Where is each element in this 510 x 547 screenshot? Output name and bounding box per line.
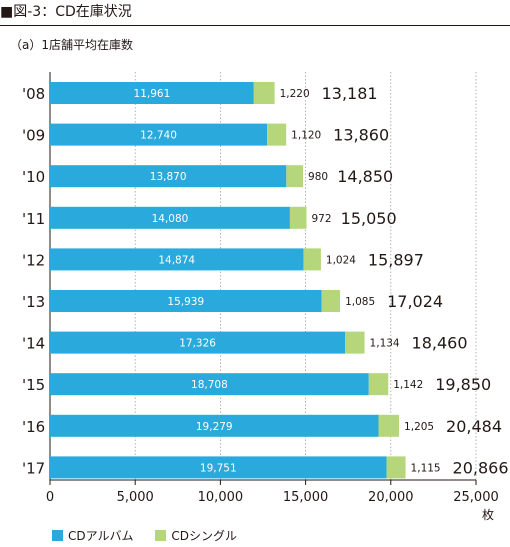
total-value-label: 13,860: [333, 126, 389, 145]
total-value-label: 14,850: [337, 167, 393, 186]
legend-label-album: CDアルバム: [68, 529, 134, 543]
bar-cd-album: [50, 290, 322, 312]
single-value-label: 1,205: [404, 421, 434, 433]
single-value-label: 972: [311, 213, 331, 225]
y-tick-label: '13: [22, 293, 45, 311]
single-value-label: 1,024: [326, 254, 356, 266]
bar-cd-single: [386, 456, 406, 479]
bar-cd-album: [50, 373, 369, 396]
album-value-label: 15,939: [167, 296, 204, 308]
album-value-label: 19,279: [196, 421, 233, 433]
y-tick-label: '11: [22, 210, 45, 228]
bar-cd-single: [321, 290, 341, 312]
bar-cd-single: [253, 82, 275, 104]
total-value-label: 18,460: [412, 334, 468, 353]
total-value-label: 19,850: [435, 375, 491, 394]
bar-cd-album: [50, 165, 287, 188]
bar-cd-album: [50, 331, 346, 354]
bar-cd-album: [50, 123, 268, 146]
album-value-label: 17,326: [179, 338, 216, 350]
album-value-label: 13,870: [150, 171, 187, 183]
bar-cd-single: [303, 248, 321, 271]
album-value-label: 12,740: [140, 130, 177, 142]
bar-cd-single: [289, 206, 307, 229]
title-marker: ■: [0, 4, 14, 20]
y-tick-label: '16: [22, 418, 45, 436]
chart-legend: CDアルバム CDシングル: [52, 527, 255, 544]
single-value-label: 1,085: [345, 296, 375, 308]
single-value-label: 980: [308, 171, 328, 183]
x-unit-label: 枚: [482, 507, 494, 522]
x-tick-label: 15,000: [283, 490, 329, 505]
total-value-label: 13,181: [322, 84, 378, 103]
bar-cd-album: [50, 206, 290, 229]
x-tick-label: 20,000: [368, 490, 414, 505]
bar-cd-single: [286, 165, 304, 188]
bar-cd-album: [50, 456, 387, 479]
single-value-label: 1,142: [393, 379, 423, 391]
total-value-label: 15,897: [368, 250, 424, 269]
bar-cd-single: [368, 373, 389, 396]
chart-subtitle: （a）1店舗平均在庫数: [10, 38, 133, 52]
x-tick-label: 25,000: [453, 490, 499, 505]
figure-title: ■図-3：CD在庫状況: [0, 1, 132, 21]
legend-swatch-single: [155, 530, 167, 541]
bar-cd-album: [50, 82, 254, 104]
x-tick-label: 10,000: [198, 490, 244, 505]
single-value-label: 1,115: [411, 462, 441, 474]
total-value-label: 20,484: [446, 417, 502, 436]
album-value-label: 14,080: [152, 213, 189, 225]
header-rule: [0, 25, 510, 26]
single-value-label: 1,220: [280, 88, 310, 100]
bar-cd-single: [378, 414, 400, 437]
y-tick-label: '15: [22, 376, 45, 394]
single-value-label: 1,120: [291, 130, 321, 142]
y-tick-label: '14: [22, 335, 45, 353]
album-value-label: 11,961: [134, 88, 171, 100]
single-value-label: 1,134: [370, 338, 400, 350]
y-tick-label: '08: [22, 85, 45, 103]
figure-header: ■図-3：CD在庫状況: [0, 0, 510, 27]
x-tick-label: 0: [46, 490, 54, 505]
album-value-label: 19,751: [200, 462, 237, 474]
legend-item-single: CDシングル: [155, 527, 237, 544]
legend-item-album: CDアルバム: [52, 527, 134, 544]
total-value-label: 15,050: [341, 209, 397, 228]
album-value-label: 18,708: [191, 379, 228, 391]
bar-cd-album: [50, 248, 304, 271]
x-tick-label: 5,000: [117, 490, 154, 505]
legend-swatch-album: [52, 530, 63, 541]
bar-cd-album: [50, 414, 379, 437]
album-value-label: 14,874: [158, 254, 195, 266]
bar-cd-single: [267, 123, 287, 146]
legend-label-single: CDシングル: [171, 529, 237, 543]
total-value-label: 20,866: [453, 458, 509, 477]
bar-cd-single: [345, 331, 365, 354]
y-tick-label: '17: [22, 459, 45, 477]
title-text: 図-3：CD在庫状況: [13, 4, 132, 20]
y-tick-label: '09: [22, 127, 45, 145]
total-value-label: 17,024: [387, 292, 443, 311]
y-tick-label: '12: [22, 251, 45, 269]
y-tick-label: '10: [22, 168, 45, 186]
